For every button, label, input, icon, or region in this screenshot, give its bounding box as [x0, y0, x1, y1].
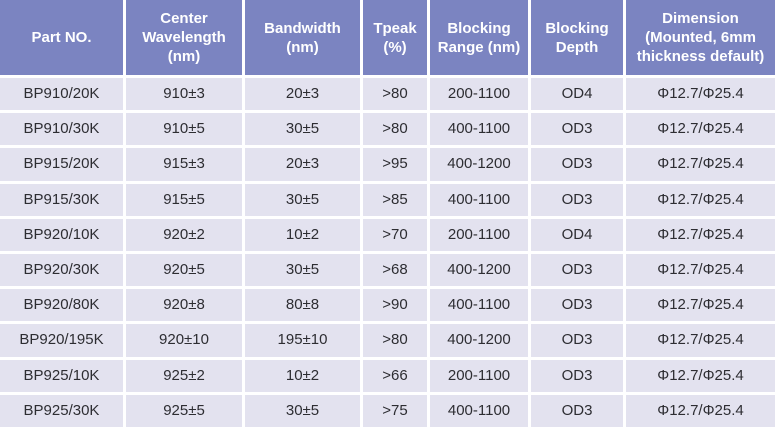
table-row: BP915/20K 915±3 20±3 >95 400-1200 OD3 Φ1… [0, 148, 775, 184]
table-cell-bandwidth: 10±2 [245, 218, 363, 254]
table-cell-blocking-range: 400-1100 [430, 289, 531, 325]
table-cell-bandwidth: 20±3 [245, 78, 363, 114]
table-cell-part-no: BP915/30K [0, 183, 126, 219]
table-cell-blocking-range: 400-1200 [430, 253, 531, 290]
table-cell-center-wavelength: 920±2 [126, 218, 245, 254]
table-cell-part-no: BP910/20K [0, 78, 126, 114]
table-cell-bandwidth: 30±5 [245, 183, 363, 219]
table-cell-center-wavelength: 920±10 [126, 324, 245, 360]
table-cell-part-no: BP925/10K [0, 359, 126, 395]
table-cell-center-wavelength: 920±8 [126, 289, 245, 325]
table-cell-blocking-range: 200-1100 [430, 218, 531, 254]
table-cell-dimension: Φ12.7/Φ25.4 [626, 183, 775, 219]
table-row: BP925/10K 925±2 10±2 >66 200-1100 OD3 Φ1… [0, 359, 775, 395]
table-cell-bandwidth: 195±10 [245, 324, 363, 360]
table-cell-part-no: BP920/10K [0, 218, 126, 254]
table-cell-blocking-depth: OD3 [531, 113, 626, 149]
table-cell-blocking-range: 200-1100 [430, 78, 531, 114]
table-cell-center-wavelength: 910±3 [126, 78, 245, 114]
table-cell-dimension: Φ12.7/Φ25.4 [626, 324, 775, 360]
table-cell-blocking-depth: OD3 [531, 324, 626, 360]
table-cell-blocking-depth: OD4 [531, 78, 626, 114]
table-cell-tpeak: >90 [363, 289, 430, 325]
table-cell-blocking-depth: OD3 [531, 148, 626, 184]
table-cell-blocking-depth: OD3 [531, 394, 626, 430]
table-cell-center-wavelength: 915±5 [126, 183, 245, 219]
table-cell-center-wavelength: 925±2 [126, 359, 245, 395]
table-cell-dimension: Φ12.7/Φ25.4 [626, 253, 775, 290]
column-header-bandwidth: Bandwidth (nm) [245, 0, 363, 78]
table-row: BP925/30K 925±5 30±5 >75 400-1100 OD3 Φ1… [0, 394, 775, 430]
table-cell-dimension: Φ12.7/Φ25.4 [626, 359, 775, 395]
table-cell-tpeak: >68 [363, 253, 430, 290]
table-cell-tpeak: >70 [363, 218, 430, 254]
table-cell-tpeak: >80 [363, 113, 430, 149]
table-cell-center-wavelength: 920±5 [126, 253, 245, 290]
table-cell-blocking-depth: OD4 [531, 218, 626, 254]
table-cell-part-no: BP920/30K [0, 253, 126, 290]
table-cell-part-no: BP925/30K [0, 394, 126, 430]
table-cell-dimension: Φ12.7/Φ25.4 [626, 218, 775, 254]
table-cell-blocking-range: 400-1100 [430, 183, 531, 219]
table-cell-blocking-range: 400-1100 [430, 394, 531, 430]
table-cell-tpeak: >80 [363, 78, 430, 114]
column-header-center-wavelength: Center Wavelength (nm) [126, 0, 245, 78]
table-cell-blocking-range: 400-1200 [430, 324, 531, 360]
table-cell-tpeak: >80 [363, 324, 430, 360]
table-cell-tpeak: >75 [363, 394, 430, 430]
table-cell-bandwidth: 30±5 [245, 253, 363, 290]
table-cell-part-no: BP920/80K [0, 289, 126, 325]
table-cell-tpeak: >66 [363, 359, 430, 395]
column-header-blocking-depth: Blocking Depth [531, 0, 626, 78]
table-cell-dimension: Φ12.7/Φ25.4 [626, 78, 775, 114]
table-row: BP910/30K 910±5 30±5 >80 400-1100 OD3 Φ1… [0, 113, 775, 149]
table-cell-blocking-range: 200-1100 [430, 359, 531, 395]
table-cell-bandwidth: 20±3 [245, 148, 363, 184]
table-cell-blocking-depth: OD3 [531, 183, 626, 219]
table-cell-part-no: BP910/30K [0, 113, 126, 149]
column-header-blocking-range: Blocking Range (nm) [430, 0, 531, 78]
table-cell-blocking-depth: OD3 [531, 359, 626, 395]
table-row: BP920/10K 920±2 10±2 >70 200-1100 OD4 Φ1… [0, 218, 775, 254]
table-row: BP910/20K 910±3 20±3 >80 200-1100 OD4 Φ1… [0, 78, 775, 114]
table-cell-center-wavelength: 915±3 [126, 148, 245, 184]
table-cell-bandwidth: 80±8 [245, 289, 363, 325]
table-cell-bandwidth: 10±2 [245, 359, 363, 395]
table-cell-dimension: Φ12.7/Φ25.4 [626, 113, 775, 149]
header-row: Part NO. Center Wavelength (nm) Bandwidt… [0, 0, 775, 78]
table-cell-dimension: Φ12.7/Φ25.4 [626, 289, 775, 325]
column-header-part-no: Part NO. [0, 0, 126, 78]
table-cell-center-wavelength: 910±5 [126, 113, 245, 149]
table-cell-dimension: Φ12.7/Φ25.4 [626, 394, 775, 430]
table-row: BP920/30K 920±5 30±5 >68 400-1200 OD3 Φ1… [0, 253, 775, 290]
table-cell-center-wavelength: 925±5 [126, 394, 245, 430]
table-row: BP920/195K 920±10 195±10 >80 400-1200 OD… [0, 324, 775, 360]
table-cell-bandwidth: 30±5 [245, 394, 363, 430]
table-cell-bandwidth: 30±5 [245, 113, 363, 149]
table-cell-blocking-range: 400-1100 [430, 113, 531, 149]
table-row: BP920/80K 920±8 80±8 >90 400-1100 OD3 Φ1… [0, 289, 775, 325]
table-row: BP915/30K 915±5 30±5 >85 400-1100 OD3 Φ1… [0, 183, 775, 219]
table-cell-part-no: BP920/195K [0, 324, 126, 360]
table-cell-tpeak: >95 [363, 148, 430, 184]
table-cell-blocking-depth: OD3 [531, 253, 626, 290]
column-header-tpeak: Tpeak (%) [363, 0, 430, 78]
table-cell-blocking-depth: OD3 [531, 289, 626, 325]
column-header-dimension: Dimension (Mounted, 6mm thickness defaul… [626, 0, 775, 78]
table-cell-tpeak: >85 [363, 183, 430, 219]
table-cell-blocking-range: 400-1200 [430, 148, 531, 184]
table-cell-dimension: Φ12.7/Φ25.4 [626, 148, 775, 184]
table-cell-part-no: BP915/20K [0, 148, 126, 184]
